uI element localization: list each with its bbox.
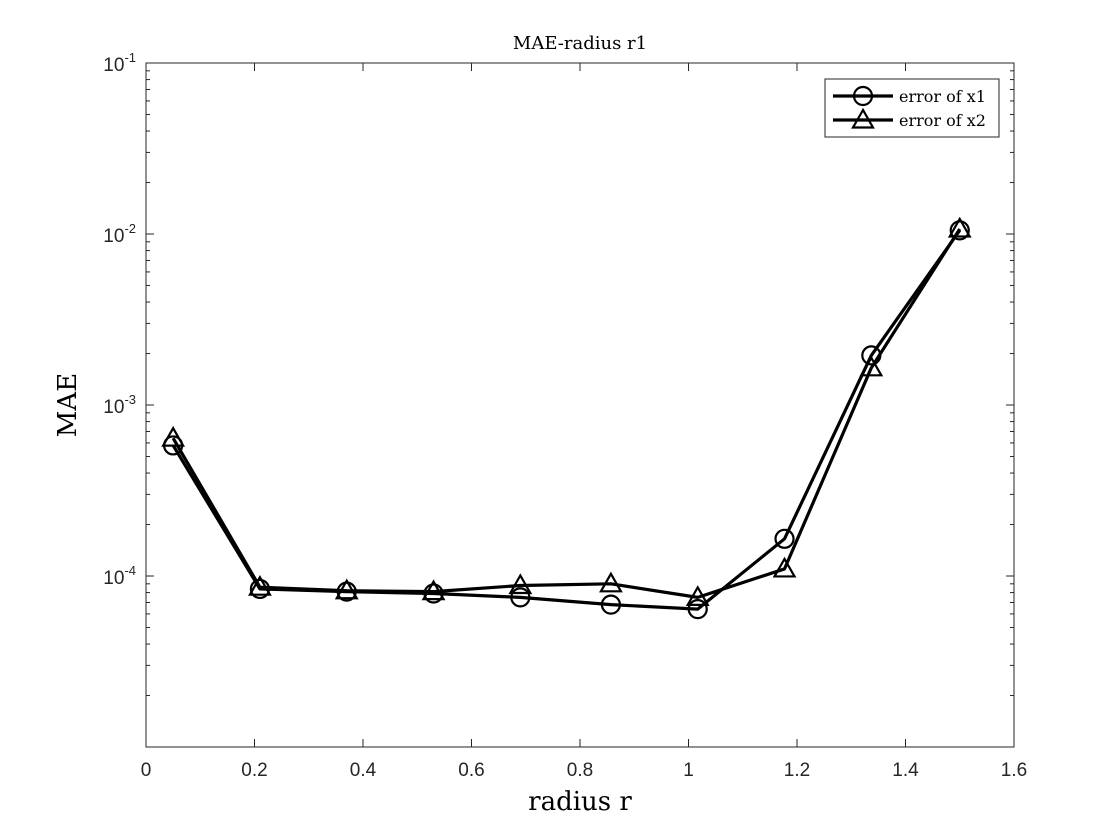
x-tick-label: 1.2: [784, 760, 810, 781]
chart-title: MAE-radius r1: [513, 33, 647, 54]
series-layer: [161, 216, 972, 620]
legend-circle-marker: [852, 85, 874, 107]
triangle-marker: [685, 585, 710, 606]
y-tick-label: 10-2: [103, 221, 136, 247]
circle-marker: [600, 594, 622, 615]
triangle-marker: [772, 556, 797, 578]
series-2: [161, 216, 972, 606]
circle-marker: [510, 587, 531, 608]
triangle-marker: [161, 425, 186, 447]
x-tick-label: 0.2: [241, 760, 267, 781]
x-axis-label: radius r: [528, 787, 632, 817]
x-tick-label: 0.8: [567, 760, 593, 781]
plot-area: [145, 62, 1015, 748]
x-tick-label: 0.4: [350, 760, 377, 781]
circle-marker: [949, 220, 970, 241]
legend-label: error of x2: [899, 111, 986, 130]
x-tick-label: 0: [141, 760, 152, 781]
y-tick-label: 10-1: [103, 50, 136, 76]
axis-ticks: [145, 62, 1015, 747]
circle-marker: [423, 583, 444, 604]
legend-triangle-marker: [851, 107, 875, 129]
y-tick-label: 10-3: [103, 392, 136, 418]
x-tick-label: 1: [683, 760, 694, 781]
circle-marker: [687, 599, 708, 620]
triangle-marker: [248, 574, 272, 596]
triangle-marker: [421, 579, 446, 601]
triangle-marker: [859, 355, 884, 377]
legend: error of x1 error of x2: [824, 78, 1000, 138]
x-tick-label: 0.6: [458, 760, 484, 781]
legend-label: error of x1: [899, 87, 986, 106]
triangle-marker: [334, 578, 359, 600]
series-line: [171, 228, 962, 599]
y-tick-label: 10-4: [103, 563, 136, 589]
triangle-marker: [508, 573, 533, 595]
x-tick-label: 1.4: [892, 760, 919, 781]
triangle-marker: [599, 571, 623, 593]
circle-marker: [774, 528, 795, 549]
triangle-marker: [947, 216, 972, 238]
tick-labels: 0 0.2 0.4 0.6 0.8 1 1.2 1.4 1.6 10-4 10-3 10-2 10-1: [103, 50, 1027, 781]
y-axis-label: MAE: [53, 373, 83, 437]
x-tick-label: 1.6: [1001, 760, 1027, 781]
